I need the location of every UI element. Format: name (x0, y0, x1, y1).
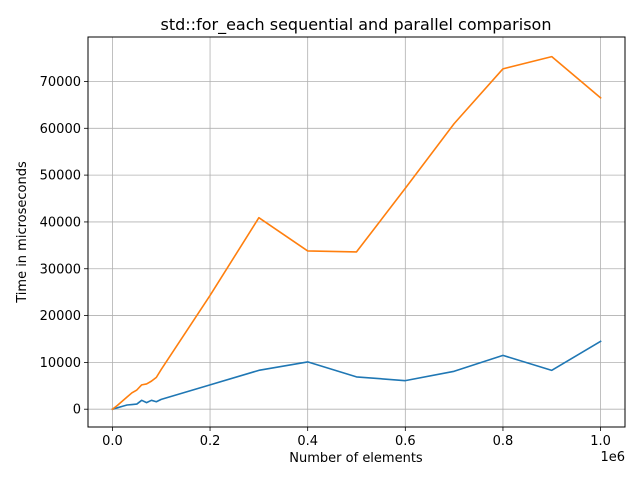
chart-title: std::for_each sequential and parallel co… (161, 15, 552, 35)
x-axis-ticks: 0.0 0.2 0.4 0.6 0.8 1.0 (102, 427, 611, 449)
y-tick-label: 30000 (40, 262, 81, 277)
y-tick-label: 40000 (40, 215, 81, 230)
x-tick-label: 0.0 (102, 434, 123, 449)
y-axis-ticks: 0 10000 20000 30000 40000 50000 60000 70000 (40, 75, 88, 418)
series-line-1 (111, 340, 602, 411)
y-tick-label: 0 (73, 403, 81, 418)
plot-frame (87, 36, 626, 428)
y-axis-title: Time in microseconds (15, 161, 30, 304)
plot-series (111, 55, 602, 411)
x-tick-label: 1.0 (590, 434, 611, 449)
x-tick-label: 0.2 (200, 434, 221, 449)
series-line-2 (111, 55, 602, 411)
y-tick-label: 70000 (40, 75, 81, 90)
grid-lines (88, 37, 625, 427)
x-axis-title: Number of elements (289, 451, 423, 466)
x-tick-label: 0.6 (395, 434, 416, 449)
y-tick-label: 50000 (40, 169, 81, 184)
x-tick-label: 0.8 (493, 434, 514, 449)
x-tick-label: 0.4 (297, 434, 318, 449)
y-tick-label: 10000 (40, 356, 81, 371)
x-axis-offset-label: 1e6 (600, 450, 625, 465)
y-tick-label: 20000 (40, 309, 81, 324)
y-tick-label: 60000 (40, 122, 81, 137)
